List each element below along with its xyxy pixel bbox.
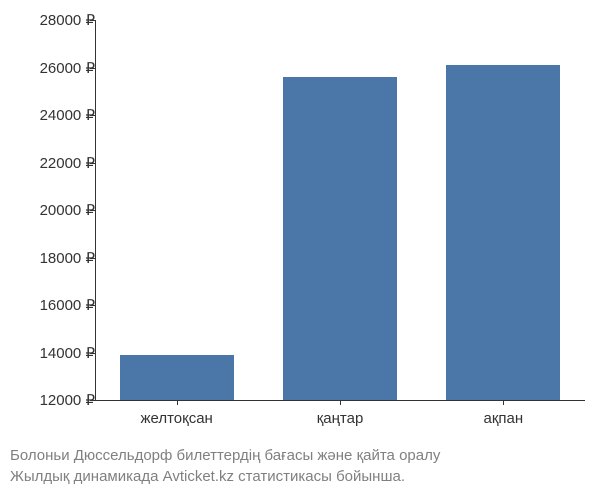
- bar: [446, 65, 560, 400]
- x-axis-label: қаңтар: [317, 410, 364, 427]
- caption-line-1: Болоньи Дюссельдорф билеттердің бағасы ж…: [10, 445, 440, 466]
- y-axis-label: 26000 ₽: [40, 59, 95, 77]
- bar: [120, 355, 234, 400]
- bar: [283, 77, 397, 400]
- x-tick: [340, 400, 341, 405]
- y-axis-label: 14000 ₽: [40, 344, 95, 362]
- y-axis-label: 18000 ₽: [40, 249, 95, 267]
- y-axis-label: 24000 ₽: [40, 106, 95, 124]
- chart-caption: Болоньи Дюссельдорф билеттердің бағасы ж…: [10, 445, 440, 487]
- caption-line-2: Жылдық динамикада Avticket.kz статистика…: [10, 466, 440, 487]
- y-tick: [90, 400, 95, 401]
- x-axis-label: желтоқсан: [140, 410, 212, 427]
- chart-container: 12000 ₽ 14000 ₽ 16000 ₽ 18000 ₽ 20000 ₽ 22000…: [0, 0, 600, 500]
- x-tick: [503, 400, 504, 405]
- y-axis-label: 28000 ₽: [40, 11, 95, 29]
- x-axis-label: ақпан: [484, 410, 524, 427]
- y-axis-label: 20000 ₽: [40, 201, 95, 219]
- x-tick: [177, 400, 178, 405]
- y-axis-label: 16000 ₽: [40, 296, 95, 314]
- plot-area: [95, 20, 585, 400]
- y-axis-label: 22000 ₽: [40, 154, 95, 172]
- y-axis-label: 12000 ₽: [40, 391, 95, 409]
